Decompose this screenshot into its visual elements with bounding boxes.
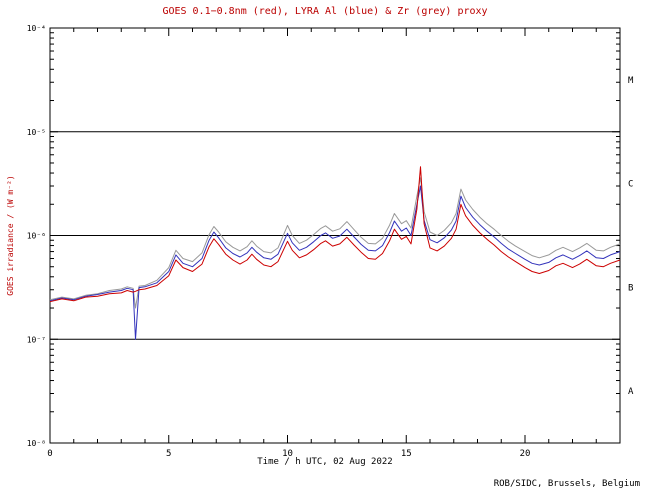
y-tick-label: 10⁻⁵ [27,128,46,137]
flare-class-label: M [628,76,634,86]
credit-text: ROB/SIDC, Brussels, Belgium [493,479,640,489]
plot-area: 0 5 10 15 20 10⁻⁴ 10⁻⁵ 10⁻⁶ 10⁻⁷ 10⁻⁸ M C B A [27,24,634,459]
series-lyra-zr-proxy [49,177,621,309]
x-tick-label: 20 [520,449,531,459]
y-tick-label: 10⁻⁶ [27,232,46,241]
y-axis-ticks: 10⁻⁴ 10⁻⁵ 10⁻⁶ 10⁻⁷ 10⁻⁸ [27,24,620,448]
flare-class-label: C [628,180,633,190]
series-lyra-al-proxy [49,185,621,340]
y-tick-label: 10⁻⁸ [27,439,46,448]
flare-class-label: B [628,283,633,293]
chart-title: GOES 0.1−0.8nm (red), LYRA Al (blue) & Z… [162,6,488,17]
x-tick-label: 5 [166,449,171,459]
x-axis-title: Time / h UTC, 02 Aug 2022 [257,457,393,467]
y-tick-label: 10⁻⁴ [27,24,46,33]
x-tick-label: 0 [47,449,52,459]
x-tick-label: 15 [401,449,412,459]
series-goes-01-08nm [49,166,621,303]
x-axis-ticks [49,28,621,443]
x-tick-label: 10 [282,449,293,459]
y-tick-label: 10⁻⁷ [27,335,46,344]
flare-class-boundaries [50,131,620,340]
flare-class-label: A [628,387,634,397]
